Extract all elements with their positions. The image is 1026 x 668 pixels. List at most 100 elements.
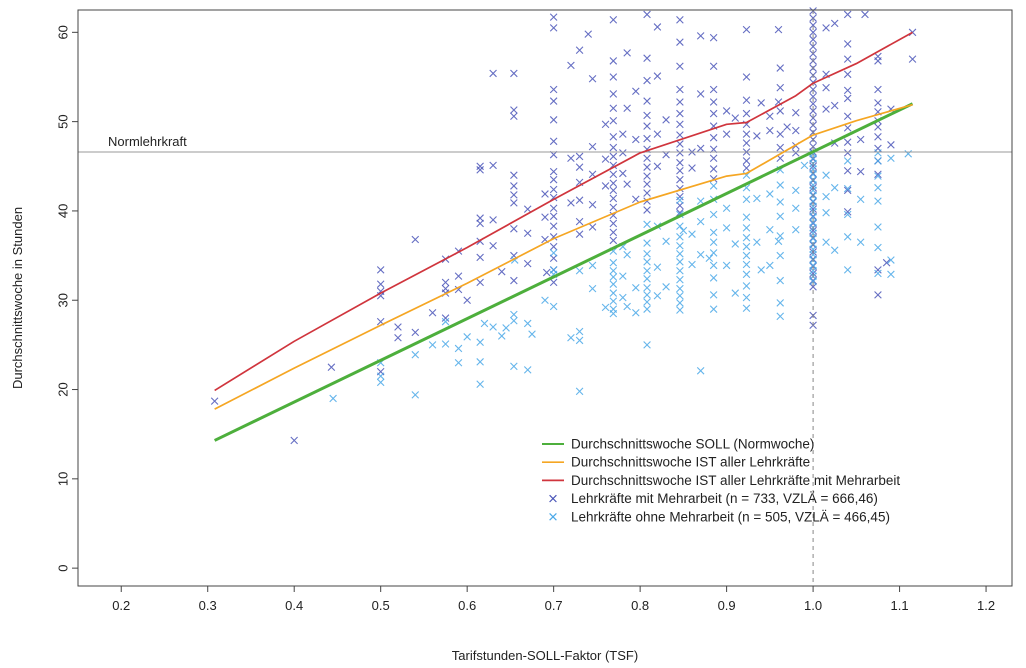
scatter-point [874, 266, 882, 274]
x-axis-title: Tarifstunden-SOLL-Faktor (TSF) [452, 648, 638, 663]
scatter-point [676, 250, 684, 258]
scatter-point [774, 25, 783, 34]
scatter-point [809, 85, 817, 94]
scatter-point [510, 112, 518, 121]
scatter-point [709, 228, 718, 237]
scatter-point [809, 277, 817, 286]
scatter-point [609, 194, 618, 203]
scatter-point [676, 140, 684, 148]
scatter-point [643, 76, 651, 85]
legend-key-marker [549, 494, 557, 503]
scatter-point [676, 158, 684, 167]
scatter-point [679, 226, 688, 235]
scatter-point [809, 114, 817, 122]
scatter-point [709, 154, 718, 163]
scatter-point [497, 267, 506, 276]
scatter-point [676, 85, 684, 94]
scatter-point [822, 192, 830, 201]
scatter-point [809, 213, 817, 221]
scatter-point [676, 275, 684, 284]
scatter-point [549, 204, 558, 213]
x-tick-label: 0.6 [458, 598, 476, 613]
scatter-point [609, 236, 618, 245]
scatter-point [609, 179, 618, 188]
scatter-point [688, 260, 696, 269]
scatter-point [619, 169, 627, 178]
scatter-point [676, 38, 684, 46]
scatter-point [609, 143, 618, 152]
scatter-point [676, 291, 684, 300]
scatter-point [541, 213, 549, 221]
scatter-point [549, 13, 558, 21]
scatter-point [696, 250, 705, 259]
y-tick-label: 10 [55, 472, 70, 486]
x-tick-label: 0.2 [112, 598, 130, 613]
x-tick-label: 0.5 [372, 598, 390, 613]
scatter-point [549, 167, 558, 176]
scatter-point [609, 228, 618, 237]
scatter-point [329, 394, 337, 403]
scatter-point [809, 245, 817, 254]
scatter-point [742, 130, 751, 138]
scatter-point [523, 205, 532, 213]
scatter-point [776, 312, 785, 321]
scatter-point [676, 233, 684, 241]
y-tick-label: 40 [55, 204, 70, 218]
scatter-point [809, 266, 817, 275]
scatter-point [623, 180, 631, 188]
scatter-point [843, 94, 852, 103]
scatter-point [601, 155, 610, 163]
x-tick-label: 1.1 [891, 598, 909, 613]
scatter-point [676, 62, 684, 71]
scatter-point [210, 397, 219, 405]
scatter-point [809, 186, 817, 195]
scatter-point [632, 283, 640, 292]
scatter-point [643, 258, 651, 266]
scatter-point [523, 319, 532, 328]
scatter-point [843, 112, 852, 121]
scatter-point [542, 268, 551, 277]
scatter-point [874, 133, 882, 141]
scatter-point [843, 210, 852, 219]
scatter-point [709, 261, 718, 270]
scatter-point [774, 237, 783, 246]
scatter-point [676, 306, 684, 314]
scatter-point [676, 16, 684, 24]
scatter-point [822, 171, 830, 179]
scatter-point [588, 74, 597, 83]
scatter-point [766, 190, 774, 198]
scatter-point [783, 123, 791, 131]
scatter-point [643, 266, 651, 275]
scatter-point [776, 64, 785, 72]
scatter-point [643, 305, 651, 313]
scatter-point [722, 204, 731, 213]
scatter-point [588, 223, 597, 231]
scatter-point [792, 126, 800, 135]
scatter-point [753, 194, 761, 203]
scatter-point [843, 149, 852, 157]
scatter-point [792, 149, 800, 157]
scatter-point [874, 172, 882, 180]
scatter-point [874, 223, 882, 231]
scatter-point [843, 70, 852, 79]
scatter-point [776, 212, 785, 221]
scatter-point [662, 116, 670, 124]
scatter-point [643, 134, 651, 143]
scatter-point [609, 170, 618, 179]
scatter-point [843, 266, 852, 274]
scatter-point [742, 164, 751, 172]
scatter-point [882, 258, 891, 267]
scatter-point [653, 162, 662, 171]
scatter-point [874, 123, 882, 131]
scatter-point [861, 10, 869, 19]
scatter-point [709, 109, 718, 118]
scatter-point [510, 106, 518, 114]
scatter-point [757, 266, 765, 274]
scatter-point [376, 372, 385, 380]
scatter-point [510, 225, 518, 233]
scatter-point [856, 238, 865, 246]
scatter-point [776, 251, 785, 260]
scatter-point [662, 283, 670, 291]
scatter-point [476, 253, 484, 262]
scatter-point [549, 85, 558, 94]
